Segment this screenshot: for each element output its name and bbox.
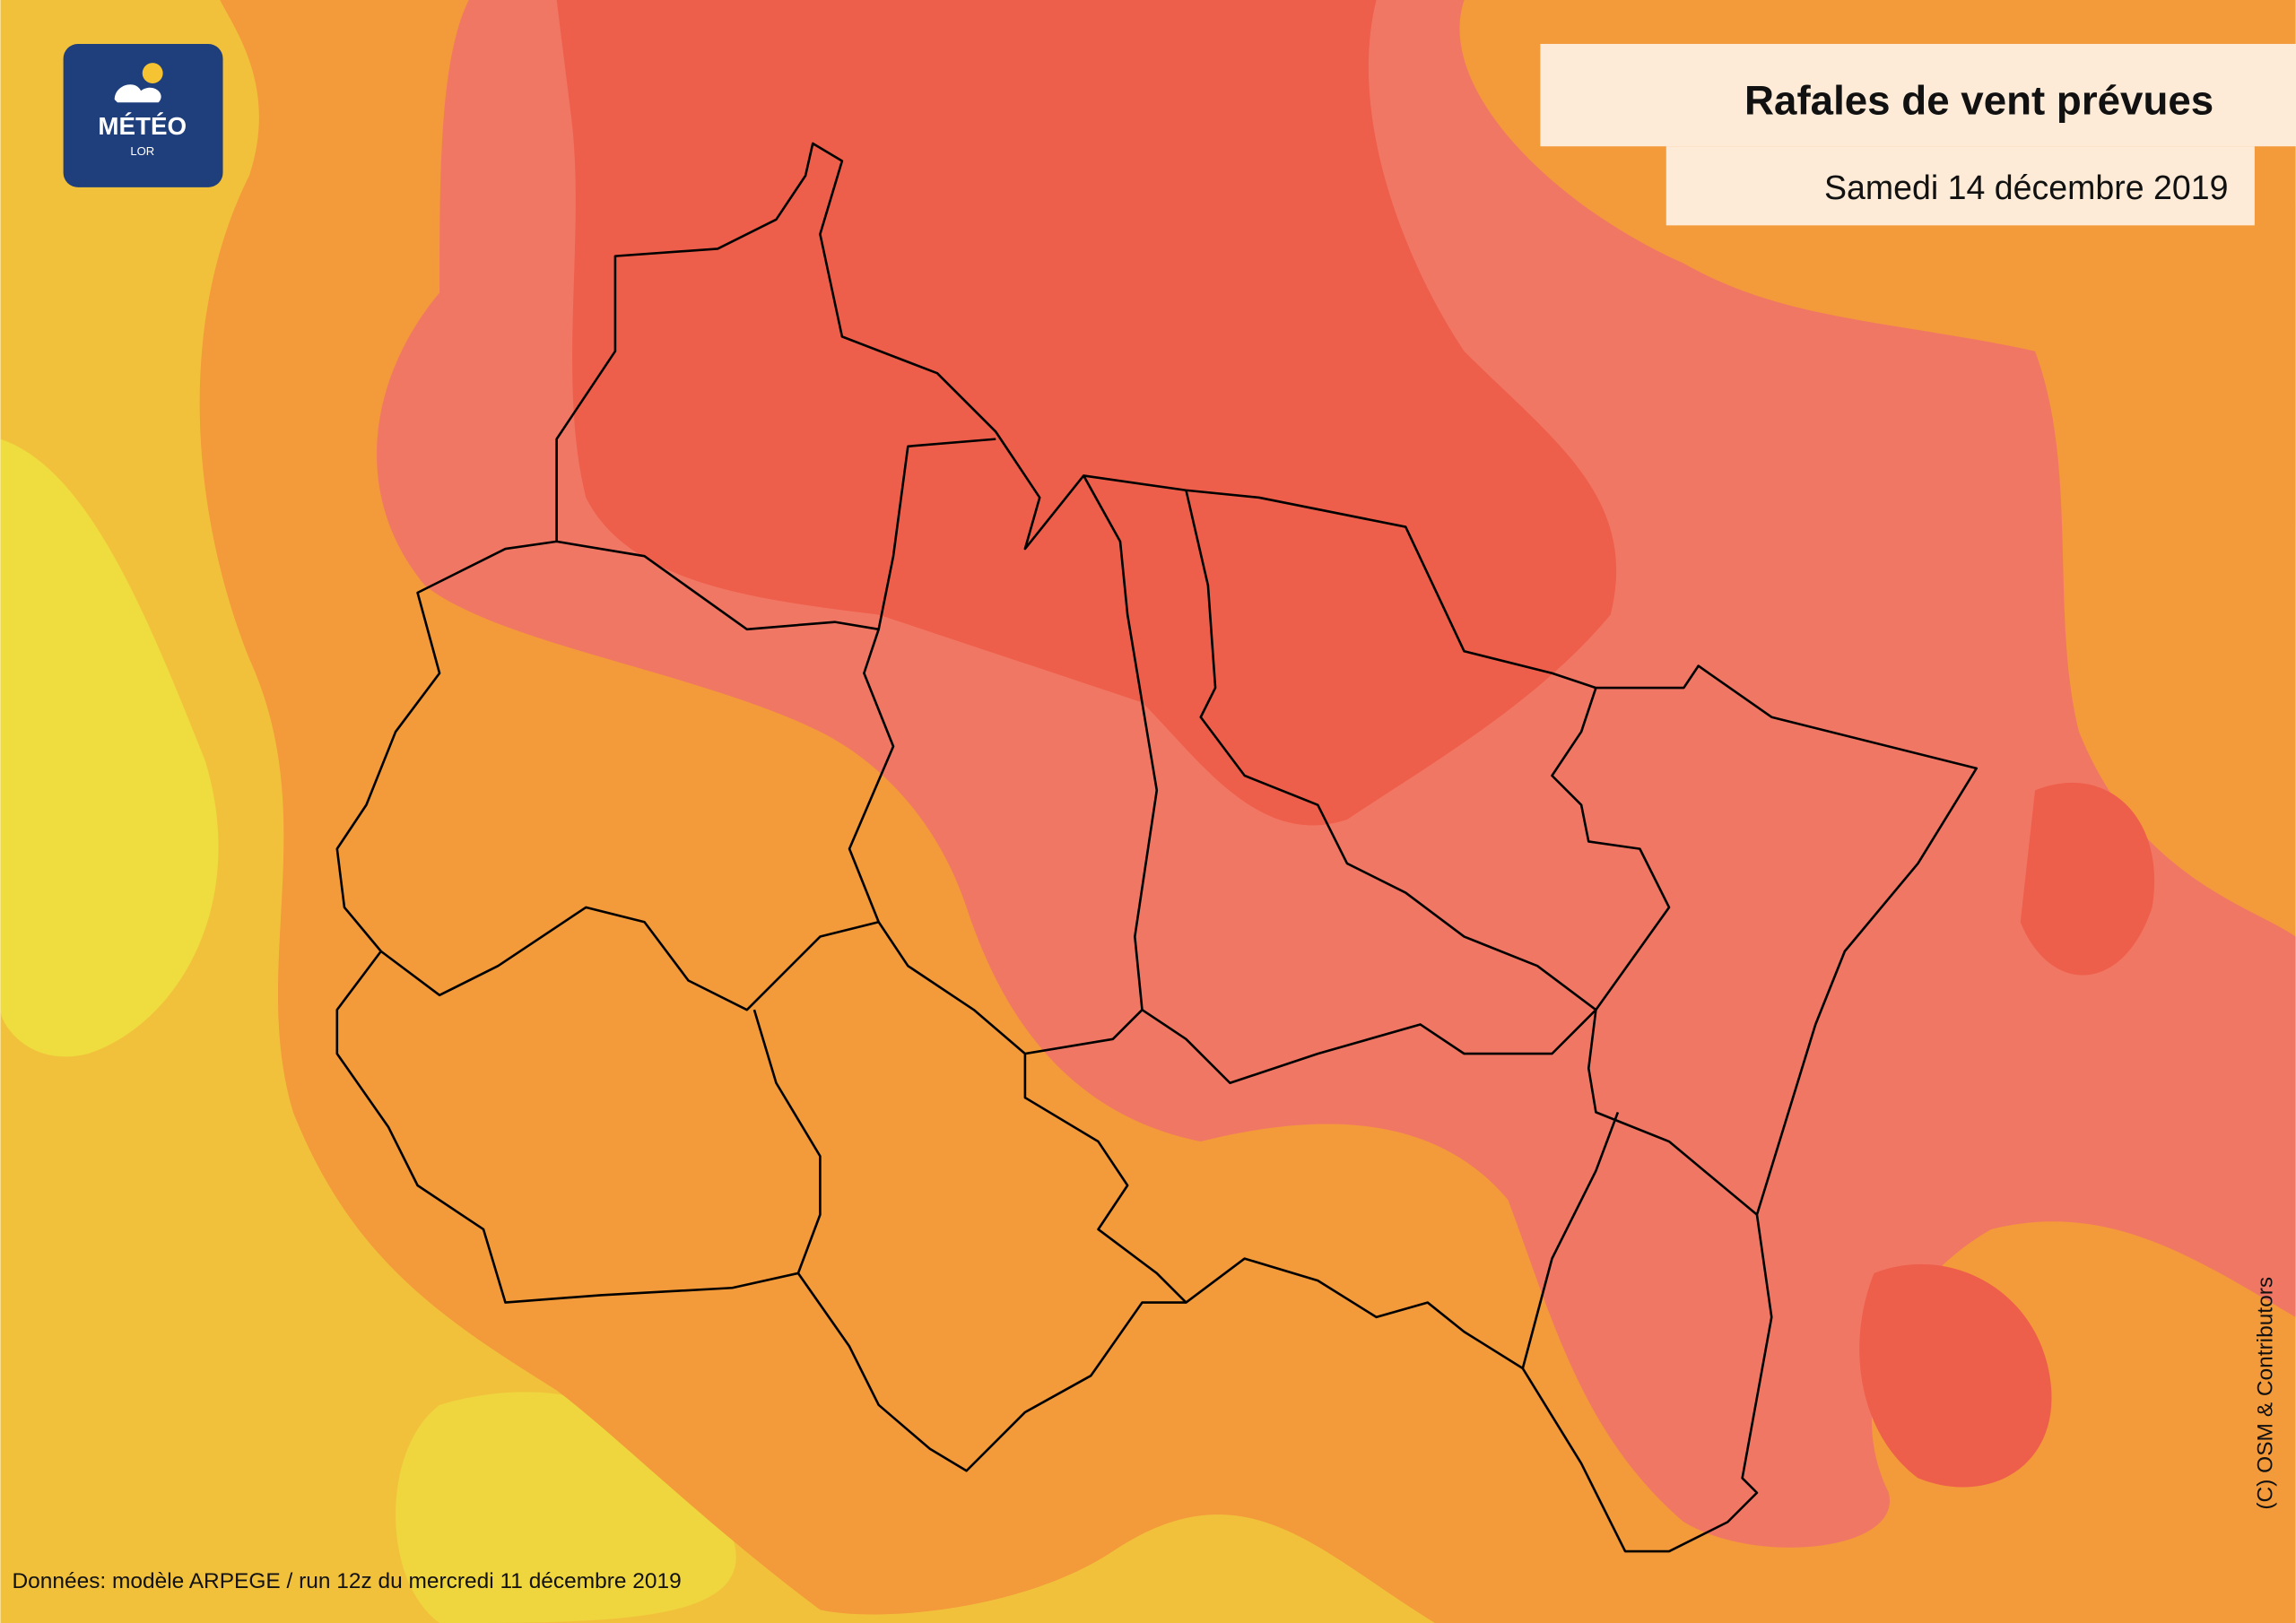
logo-background <box>63 43 223 187</box>
logo-sun <box>142 63 163 84</box>
logo-cloud <box>114 84 161 103</box>
logo-subtitle: LOR <box>130 144 154 158</box>
date-box <box>1665 146 2255 226</box>
region-borders <box>335 142 1979 1553</box>
map-title: Rafales de vent prévues <box>1744 77 2213 123</box>
data-source: Données: modèle ARPEGE / run 12z du merc… <box>12 1569 681 1593</box>
map-credit: (C) OSM & Contributors <box>2253 1277 2277 1510</box>
title-box <box>1540 43 2296 147</box>
map-date: Samedi 14 décembre 2019 <box>1824 169 2228 206</box>
logo-title: MÉTÉO <box>98 112 187 140</box>
logo: MÉTÉO LOR <box>63 43 223 187</box>
